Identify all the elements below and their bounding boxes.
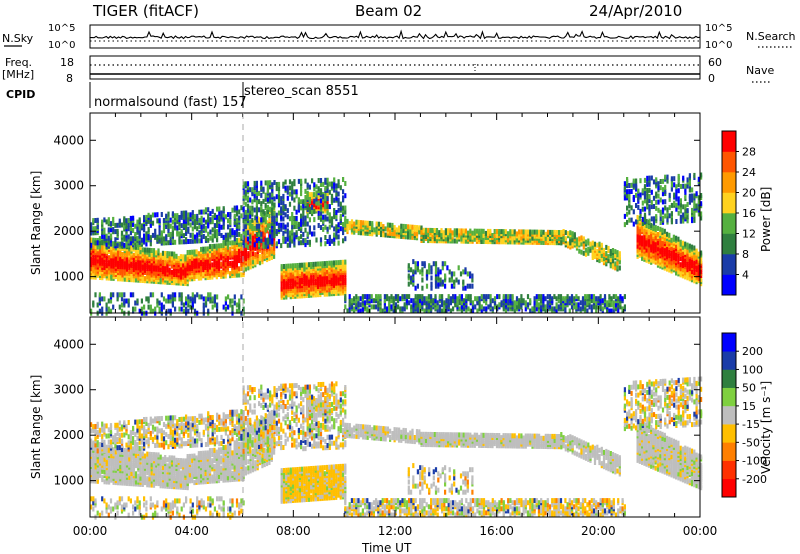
colorbar-tick-label: 12 (742, 228, 756, 241)
power-ylabel: Slant Range [km] (29, 171, 43, 275)
nsky-panel: N.Sky 10^5 10^0 10^5 10^0 N.Search (2, 23, 796, 51)
freq-unit-label: [MHz] (2, 68, 34, 81)
colorbar-tick-label: -50 (742, 436, 760, 449)
cpid-label: CPID (6, 88, 35, 101)
power-heatmap (90, 172, 703, 316)
velocity-colorbar-label: Velocity [m s⁻¹] (759, 381, 773, 474)
nsky-tick-bottom-right: 10^0 (705, 40, 732, 51)
beam-title: Beam 02 (355, 2, 422, 20)
y-tick-label: 3000 (53, 179, 84, 193)
cpid-segment-1: normalsound (fast) 157 (94, 95, 247, 110)
x-tick-label: 16:00 (479, 524, 514, 538)
nave-label: Nave (746, 64, 774, 77)
x-tick-label: 04:00 (174, 524, 209, 538)
freq-panel: Freq. [MHz] 18 8 60 0 Nave (2, 55, 774, 85)
colorbar-swatch (722, 213, 736, 234)
freq-tick-top: 18 (60, 56, 74, 69)
y-tick-label: 4000 (53, 133, 84, 147)
colorbar-swatch (722, 442, 736, 461)
colorbar-swatch (722, 387, 736, 407)
y-tick-label: 2000 (53, 224, 84, 238)
nave-tick-top: 60 (708, 56, 722, 69)
velocity-heatmap (90, 376, 703, 520)
nsky-tick-bottom-left: 10^0 (48, 40, 75, 51)
y-tick-label: 2000 (53, 428, 84, 442)
power-panel: 1000 2000 3000 4000 Slant Range [km] (29, 112, 703, 316)
x-tick-label: 12:00 (378, 524, 413, 538)
colorbar-tick-label: 100 (742, 363, 763, 376)
colorbar-tick-label: 16 (742, 207, 756, 220)
nsky-trace (89, 29, 701, 40)
nsky-label: N.Sky (2, 32, 34, 45)
x-tick-label: 00:00 (73, 524, 108, 538)
colorbar-tick-label: -200 (742, 473, 767, 486)
colorbar-swatch (722, 274, 736, 296)
colorbar-tick-label: -15 (742, 418, 760, 431)
x-tick-label: 08:00 (276, 524, 311, 538)
y-tick-label: 3000 (53, 383, 84, 397)
colorbar-swatch (722, 151, 736, 173)
x-tick-label: 00:00 (683, 524, 718, 538)
nsky-tick-top-left: 10^5 (48, 23, 75, 34)
colorbar-swatch (722, 424, 736, 443)
nsky-tick-top-right: 10^5 (705, 23, 732, 34)
velocity-panel: 1000 2000 3000 4000 Slant Range [km] (29, 316, 703, 520)
velocity-ylabel: Slant Range [km] (29, 375, 43, 479)
colorbar-swatch (722, 369, 736, 388)
colorbar-swatch (722, 351, 736, 370)
radar-title: TIGER (fitACF) (92, 2, 199, 20)
colorbar-swatch (722, 405, 736, 425)
freq-tick-bottom: 8 (66, 72, 73, 85)
x-axis-title: Time UT (361, 541, 412, 554)
x-tick-label: 20:00 (581, 524, 616, 538)
y-tick-label: 4000 (53, 337, 84, 351)
freq-label: Freq. (5, 56, 32, 69)
colorbar-swatch (722, 192, 736, 214)
colorbar-swatch (722, 233, 736, 255)
colorbar-tick-label: 200 (742, 345, 763, 358)
colorbar-tick-label: 20 (742, 187, 756, 200)
date-title: 24/Apr/2010 (589, 2, 682, 20)
power-colorbar: 4 8 12 16 20 24 28 (721, 130, 756, 296)
colorbar-swatch (722, 333, 736, 352)
colorbar-tick-label: 8 (742, 248, 749, 261)
y-tick-label: 1000 (53, 474, 84, 488)
colorbar-tick-label: -100 (742, 455, 767, 468)
power-colorbar-label: Power [dB] (759, 187, 773, 252)
y-tick-label: 1000 (53, 270, 84, 284)
x-axis-labels: 00:00 04:00 08:00 12:00 16:00 20:00 00:00 (73, 524, 718, 538)
colorbar-swatch (722, 478, 736, 498)
colorbar-swatch (722, 460, 736, 480)
nsearch-label: N.Search (746, 30, 796, 43)
colorbar-swatch (722, 254, 736, 275)
colorbar-tick-label: 4 (742, 269, 749, 282)
colorbar-swatch (722, 172, 736, 193)
colorbar-tick-label: 24 (742, 166, 756, 179)
velocity-colorbar: 200 100 50 15 -15 -50 -100 -200 (721, 332, 767, 498)
colorbar-tick-label: 28 (742, 146, 756, 159)
colorbar-swatch (722, 131, 736, 152)
nave-tick-bottom: 0 (708, 72, 715, 85)
colorbar-tick-label: 50 (742, 382, 756, 395)
cpid-panel: CPID normalsound (fast) 157 stereo_scan … (6, 82, 359, 110)
colorbar-tick-label: 15 (742, 400, 756, 413)
cpid-segment-2: stereo_scan 8551 (244, 84, 359, 99)
